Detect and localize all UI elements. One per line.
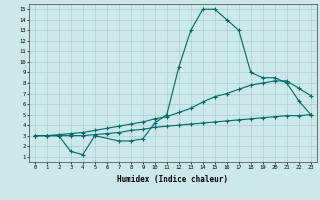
X-axis label: Humidex (Indice chaleur): Humidex (Indice chaleur) <box>117 175 228 184</box>
